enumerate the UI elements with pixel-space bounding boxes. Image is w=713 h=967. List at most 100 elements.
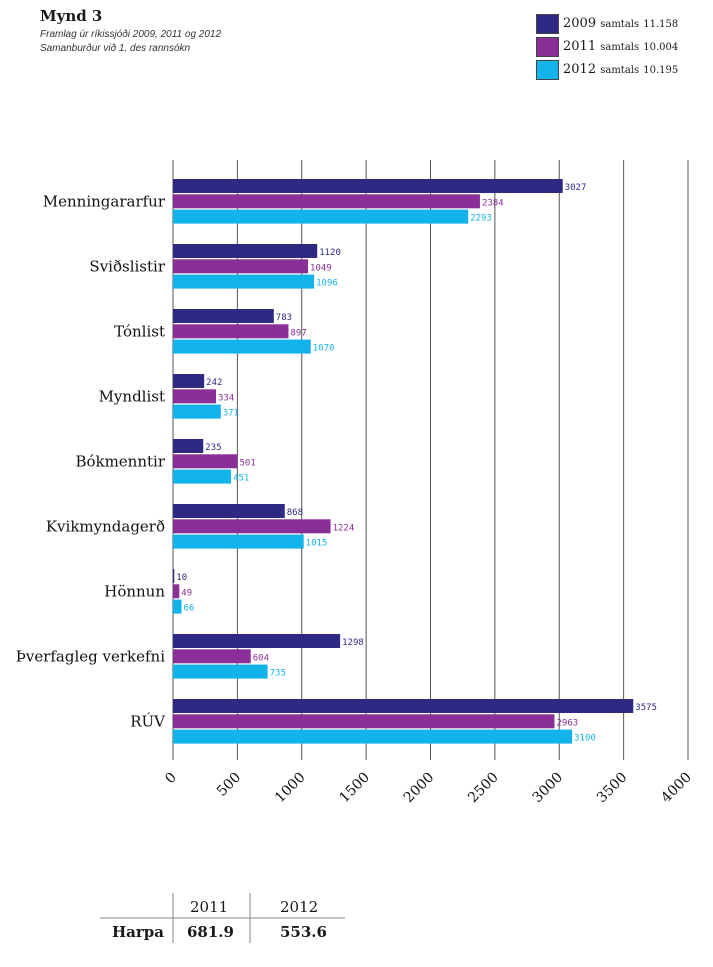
data-label: 2384: [482, 198, 504, 208]
x-tick-label: 500: [214, 770, 244, 800]
x-tick-label: 2500: [465, 770, 502, 807]
data-label: 2963: [556, 718, 578, 728]
data-label: 1015: [306, 539, 328, 549]
category-label: Myndlist: [99, 387, 165, 405]
bar: [173, 584, 180, 599]
data-label: 1298: [342, 638, 364, 648]
bar: [173, 309, 274, 323]
legend-text-2011: 2011 samtals 10.004: [563, 39, 678, 54]
bar: [173, 519, 331, 534]
bar: [173, 454, 238, 469]
bar: [173, 534, 304, 549]
data-label: 334: [218, 393, 234, 403]
x-tick-label: 0: [162, 770, 180, 788]
category-label: RÚV: [130, 712, 166, 730]
bar: [173, 274, 315, 289]
data-label: 3027: [565, 183, 587, 193]
bar: [173, 634, 341, 648]
chart-title: Mynd 3: [40, 7, 103, 25]
legend-text-2012: 2012 samtals 10.195: [563, 62, 678, 77]
legend-total: 10.004: [643, 42, 679, 53]
category-label: Menningararfur: [43, 192, 166, 210]
table-header-2011: 2011: [190, 898, 229, 916]
legend-label: samtals: [600, 19, 640, 30]
bar: [173, 179, 563, 193]
bar: [173, 259, 309, 274]
data-label: 451: [233, 474, 249, 484]
data-label: 235: [205, 443, 221, 453]
x-tick-label: 3500: [594, 770, 631, 807]
data-label: 1096: [316, 279, 338, 289]
legend-swatch-2011: [536, 37, 559, 57]
data-label: 604: [253, 653, 269, 663]
data-label: 66: [183, 604, 194, 614]
legend-total: 10.195: [643, 65, 679, 76]
data-label: 501: [240, 458, 256, 468]
category-label: Sviðslistir: [89, 257, 165, 275]
data-label: 2293: [470, 214, 492, 224]
data-label: 10: [176, 573, 187, 583]
chart-subtitle-1: Framlag úr ríkissjóði 2009, 2011 og 2012: [40, 29, 222, 40]
data-label: 1070: [313, 344, 335, 354]
legend-label: samtals: [600, 65, 640, 76]
bar: [173, 649, 251, 664]
bar: [173, 504, 285, 518]
bar: [173, 404, 221, 419]
bar: [173, 439, 204, 453]
legend-total: 11.158: [643, 19, 679, 30]
bar: [173, 699, 634, 713]
data-label: 49: [181, 588, 192, 598]
legend-swatch-2009: [536, 14, 559, 34]
x-tick-label: 4000: [658, 770, 695, 807]
legend-year: 2012: [563, 62, 597, 77]
legend-year: 2009: [563, 16, 597, 31]
legend-item-2011: 2011 samtals 10.004: [536, 37, 706, 57]
data-label: 1224: [333, 523, 355, 533]
bar: [173, 374, 205, 388]
bar-chart: 0 500 1000 1500 2000 2500 3000 3500 4000 Menninga…: [16, 160, 695, 807]
bar: [173, 339, 311, 354]
x-tick-label: 1500: [336, 770, 373, 807]
category-label: Þverfagleg verkefni: [16, 647, 165, 665]
bar: [173, 244, 318, 258]
x-tick-label: 2000: [401, 770, 438, 807]
category-label: Hönnun: [104, 582, 165, 600]
x-tick-label: 3000: [530, 770, 567, 807]
bar: [173, 714, 555, 729]
category-label: Bókmenntir: [75, 452, 165, 470]
legend-swatch-2012: [536, 60, 559, 80]
data-label: 868: [287, 508, 303, 518]
bar: [173, 469, 232, 484]
table-value-2011: 681.9: [187, 923, 234, 941]
legend-year: 2011: [563, 39, 597, 54]
data-label: 783: [276, 313, 292, 323]
bar: [173, 194, 480, 209]
category-label: Kvikmyndagerð: [46, 517, 165, 535]
bar: [173, 729, 573, 744]
category-label: Tónlist: [114, 322, 165, 340]
data-label: 1120: [319, 248, 341, 258]
table-lines: [100, 893, 345, 943]
bar: [173, 599, 182, 614]
table-header-2012: 2012: [280, 898, 319, 916]
legend-label: samtals: [600, 42, 640, 53]
legend-item-2012: 2012 samtals 10.195: [536, 60, 706, 80]
bar: [173, 569, 175, 583]
table-row-label: Harpa: [112, 923, 165, 941]
legend-text-2009: 2009 samtals 11.158: [563, 16, 678, 31]
bar: [173, 664, 268, 679]
data-label: 242: [206, 378, 222, 388]
legend-item-2009: 2009 samtals 11.158: [536, 14, 706, 34]
data-label: 1049: [310, 263, 332, 273]
data-label: 371: [223, 409, 239, 419]
x-tick-label: 1000: [272, 770, 309, 807]
data-label: 3100: [574, 734, 596, 744]
table-value-2012: 553.6: [280, 923, 327, 941]
data-label: 735: [270, 669, 286, 679]
bar: [173, 209, 469, 224]
bar: [173, 389, 217, 404]
data-label: 3575: [635, 703, 657, 713]
chart-subtitle-2: Samanburður við 1. des rannsókn: [40, 43, 191, 54]
data-label: 897: [290, 328, 306, 338]
bar: [173, 324, 289, 339]
